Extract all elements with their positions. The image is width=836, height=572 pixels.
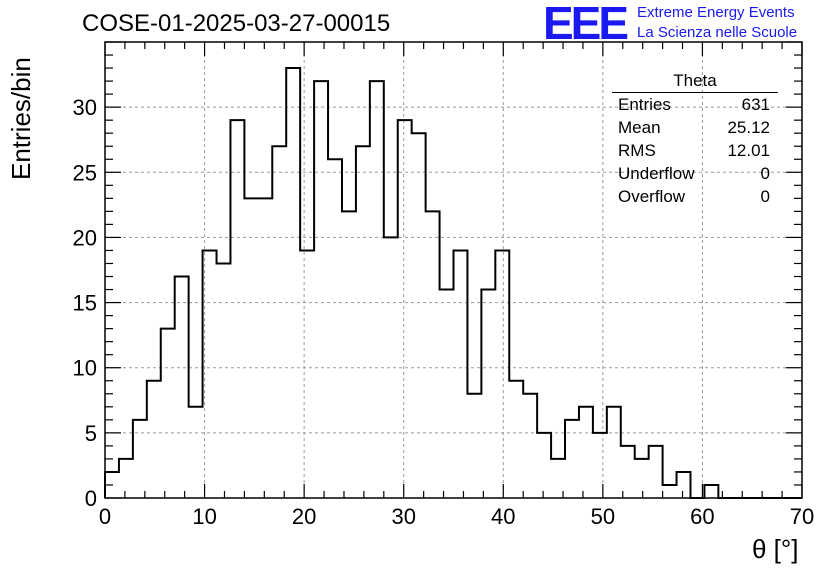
stats-row-overflow: Overflow 0 <box>612 185 778 208</box>
y-tick-label: 10 <box>73 356 97 381</box>
y-tick-label: 0 <box>85 486 97 511</box>
x-tick-label: 20 <box>292 504 316 529</box>
x-tick-label: 40 <box>491 504 515 529</box>
x-tick-label: 50 <box>591 504 615 529</box>
x-tick-label: 10 <box>192 504 216 529</box>
stats-box: Theta Entries 631 Mean 25.12 RMS 12.01 U… <box>612 70 778 208</box>
chart-title: COSE-01-2025-03-27-00015 <box>82 10 391 37</box>
axis-ticks <box>104 41 803 499</box>
stats-value: 12.01 <box>727 141 770 160</box>
logo-line-1: Extreme Energy Events <box>637 4 795 21</box>
grid-lines <box>105 42 802 498</box>
plot-frame <box>104 41 803 499</box>
stats-label: Overflow <box>618 187 686 206</box>
stats-value: 0 <box>760 164 770 183</box>
x-axis-label: θ [°] <box>752 534 799 564</box>
y-tick-label: 20 <box>73 225 97 250</box>
stats-label: Underflow <box>618 164 695 183</box>
x-tick-label: 60 <box>690 504 714 529</box>
stats-row-mean: Mean 25.12 <box>612 116 778 139</box>
y-tick-label: 30 <box>73 95 97 120</box>
stats-title: Theta <box>612 70 778 93</box>
stats-row-underflow: Underflow 0 <box>612 162 778 185</box>
x-tick-label: 30 <box>391 504 415 529</box>
tick-labels: 0 10 20 30 40 50 60 70 0 5 10 15 20 25 30 <box>73 95 815 529</box>
stats-label: RMS <box>618 141 656 160</box>
stats-value: 0 <box>760 187 770 206</box>
eee-logo: EEE <box>543 0 629 49</box>
logo-line-2: La Scienza nelle Scuole <box>637 24 798 41</box>
stats-row-entries: Entries 631 <box>612 93 778 116</box>
y-tick-label: 25 <box>73 160 97 185</box>
y-tick-label: 15 <box>73 291 97 316</box>
stats-label: Mean <box>618 118 661 137</box>
x-tick-label: 0 <box>99 504 111 529</box>
y-axis-label: Entries/bin <box>6 57 36 180</box>
histogram-steps <box>104 67 802 499</box>
stats-value: 631 <box>741 95 770 114</box>
stats-value: 25.12 <box>727 118 770 137</box>
stats-row-rms: RMS 12.01 <box>612 139 778 162</box>
stats-label: Entries <box>618 95 671 114</box>
x-tick-label: 70 <box>790 504 814 529</box>
y-tick-label: 5 <box>85 421 97 446</box>
